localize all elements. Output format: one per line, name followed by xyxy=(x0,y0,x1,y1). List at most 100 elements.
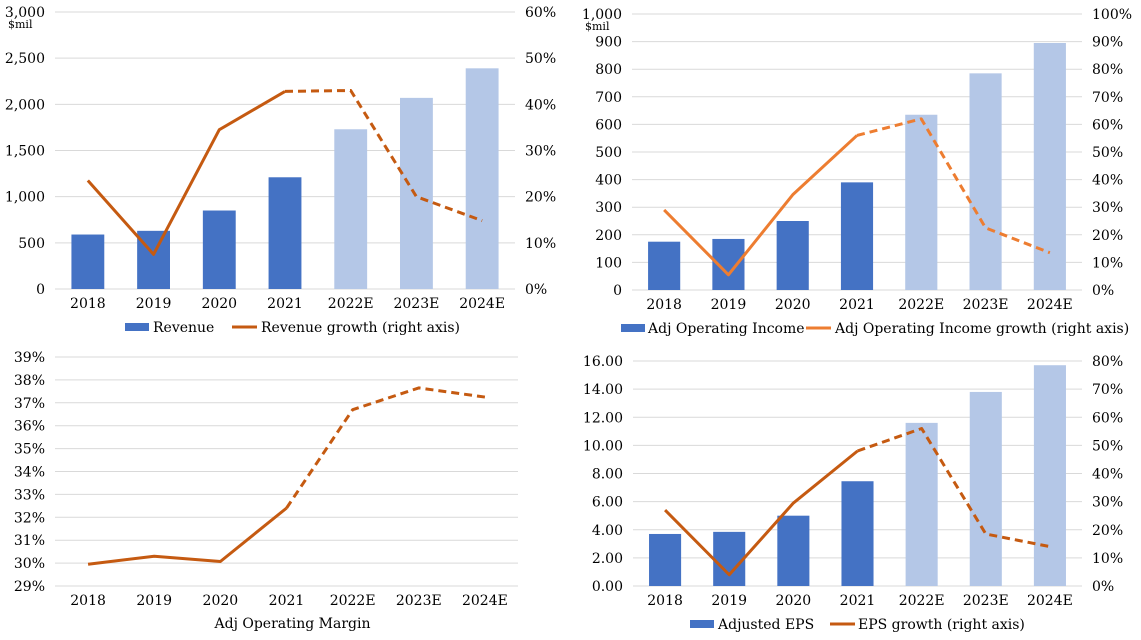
legend-label-bar: Revenue xyxy=(153,320,214,336)
gridlines xyxy=(632,13,1082,291)
y-left-tick-label: 14.00 xyxy=(583,382,623,398)
y-right-tick-label: 0% xyxy=(1092,283,1114,299)
y-left-tick-label: 35% xyxy=(14,442,45,458)
y-right-tick-label: 0% xyxy=(525,282,547,298)
chart-panel-4: 0.00 2.00 4.00 6.00 8.00 10.00 12.00 14.00 16.00… xyxy=(583,354,1123,633)
x-tick-label: 2023E xyxy=(396,593,442,609)
bar xyxy=(649,533,682,586)
y-right-tick-label: 40% xyxy=(1092,467,1123,483)
series-line-estimate xyxy=(285,386,486,509)
series-line-estimate xyxy=(284,88,483,223)
y-right-tick-label: 30% xyxy=(1092,200,1123,216)
x-tick-label: 2021 xyxy=(839,297,875,313)
bar xyxy=(969,73,1002,290)
y-right-tick-label: 40% xyxy=(1092,173,1123,189)
y-right-tick-label: 50% xyxy=(1092,145,1123,161)
y-right-tick-label: 20% xyxy=(1092,523,1123,539)
x-tick-label: 2022E xyxy=(898,297,944,313)
series-line-actual xyxy=(86,90,286,256)
legend-swatch-bar xyxy=(621,324,645,332)
x-tick-label: 2022E xyxy=(330,593,376,609)
y-right-tick-label: 50% xyxy=(1092,438,1123,454)
bar xyxy=(1033,365,1066,586)
y-left-tick-label: 1,000 xyxy=(582,7,622,23)
y-left-tick-label: 8.00 xyxy=(592,467,623,483)
x-tick-label: 2020 xyxy=(203,593,239,609)
x-tick-label: 2021 xyxy=(840,593,876,609)
unit-label: $mil xyxy=(585,20,610,33)
y-right-tick-label: 30% xyxy=(1092,495,1123,511)
y-right-tick-label: 30% xyxy=(525,144,556,160)
y-left-tick-label: 29% xyxy=(14,579,45,595)
chart-panel-3: 29% 30% 31% 32% 33% 34% 35% 36% 37% 38% 39% 2018 201… xyxy=(14,350,518,632)
bar xyxy=(648,241,681,290)
y-left-tick-label: 16.00 xyxy=(583,354,623,370)
y-left-tick-label: 31% xyxy=(14,533,45,549)
y-left-tick-label: 800 xyxy=(595,62,622,78)
bar xyxy=(71,234,105,289)
x-tick-label: 2024E xyxy=(1027,297,1073,313)
x-tick-label: 2024E xyxy=(459,296,505,312)
legend-label-bar: Adj Operating Income xyxy=(647,321,805,337)
y-left-tick-label: 2,000 xyxy=(5,97,45,113)
series-line-estimate xyxy=(857,427,1051,549)
y-right-tick-label: 90% xyxy=(1092,35,1123,51)
x-tick-label: 2018 xyxy=(647,593,683,609)
bar xyxy=(1033,42,1066,291)
gridlines xyxy=(55,356,518,587)
y-left-tick-label: 200 xyxy=(595,228,622,244)
x-tick-label: 2019 xyxy=(136,593,172,609)
x-tick-label: 2018 xyxy=(70,593,106,609)
bar xyxy=(777,515,810,586)
bar xyxy=(840,182,874,290)
y-right-tick-label: 80% xyxy=(1092,354,1123,370)
y-left-tick-label: 36% xyxy=(14,419,45,435)
legend: Adjusted EPS EPS growth (right axis) xyxy=(690,617,1025,633)
y-left-tick-label: 38% xyxy=(14,373,45,389)
legend-swatch-bar xyxy=(125,323,149,331)
x-tick-label: 2023E xyxy=(393,296,439,312)
legend: Adj Operating Income Adj Operating Income… xyxy=(621,321,1129,337)
legend-label-line: Adj Operating Income growth (right axis) xyxy=(834,321,1129,337)
y-left-tick-label: 12.00 xyxy=(583,410,623,426)
x-tick-label: 2020 xyxy=(201,296,237,312)
unit-label: $mil xyxy=(8,18,33,31)
y-right-tick-label: 100% xyxy=(1092,7,1132,23)
x-tick-label: 2024E xyxy=(462,593,508,609)
y-right-tick-label: 80% xyxy=(1092,62,1123,78)
chart-panel-1: 0 500 1,000 1,500 2,000 2,500 3,000 0% 10% 20% 30%… xyxy=(5,5,556,336)
y-left-tick-label: 0 xyxy=(613,283,622,299)
x-tick-label: 2022E xyxy=(328,296,374,312)
series-line-actual xyxy=(87,506,288,566)
y-left-tick-label: 39% xyxy=(14,350,45,366)
bar xyxy=(202,210,236,289)
y-left-tick-label: 33% xyxy=(14,487,45,503)
y-right-tick-label: 10% xyxy=(525,236,556,252)
x-tick-label: 2021 xyxy=(269,593,305,609)
bar xyxy=(713,531,746,586)
y-left-tick-label: 700 xyxy=(595,90,622,106)
y-left-tick-label: 400 xyxy=(595,173,622,189)
y-right-tick-label: 20% xyxy=(525,190,556,206)
y-right-tick-label: 70% xyxy=(1092,382,1123,398)
bar xyxy=(465,68,499,289)
series-line-estimate xyxy=(856,117,1051,255)
y-left-tick-label: 4.00 xyxy=(592,523,623,539)
legend: Revenue Revenue growth (right axis) xyxy=(125,320,460,336)
y-left-tick-label: 3,000 xyxy=(5,5,45,21)
bar xyxy=(905,114,938,291)
x-tick-label: 2018 xyxy=(70,296,106,312)
y-left-tick-label: 0 xyxy=(36,282,45,298)
x-tick-label: 2020 xyxy=(776,593,812,609)
y-left-tick-label: 0.00 xyxy=(592,579,623,595)
x-axis-title: Adj Operating Margin xyxy=(214,616,371,632)
legend-swatch-bar xyxy=(690,620,714,628)
x-tick-label: 2019 xyxy=(136,296,172,312)
x-tick-label: 2022E xyxy=(899,593,945,609)
x-tick-label: 2019 xyxy=(711,593,747,609)
y-right-tick-label: 10% xyxy=(1092,255,1123,271)
y-right-tick-label: 20% xyxy=(1092,228,1123,244)
y-left-tick-label: 600 xyxy=(595,117,622,133)
y-right-tick-label: 70% xyxy=(1092,90,1123,106)
chart-panel-2: 0 100 200 300 400 500 600 700 800 900 1,000 0% 10% 20… xyxy=(582,7,1132,337)
